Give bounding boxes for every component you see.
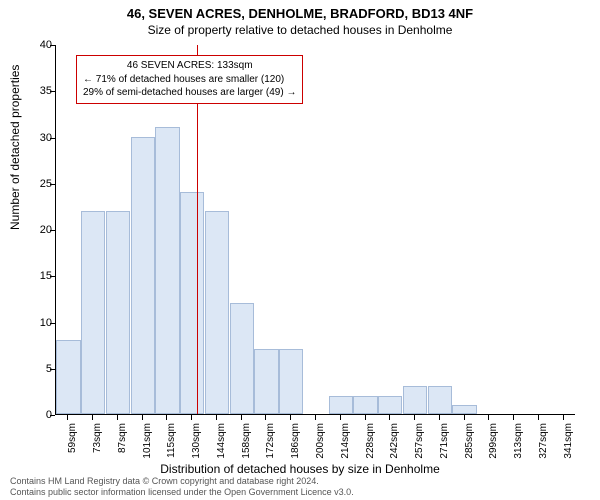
x-tick-mark [92,415,93,420]
x-tick-mark [464,415,465,420]
y-tick-mark [50,276,55,277]
y-tick-mark [50,369,55,370]
y-tick-mark [50,45,55,46]
y-tick-mark [50,91,55,92]
histogram-bar [353,396,377,415]
x-tick-mark [538,415,539,420]
y-tick-label: 0 [30,409,52,421]
x-tick-mark [563,415,564,420]
y-tick-label: 20 [30,224,52,236]
histogram-bar [205,211,229,415]
footer-line2: Contains public sector information licen… [10,487,354,498]
y-tick-label: 5 [30,363,52,375]
histogram-bar [279,349,303,414]
histogram-bar [180,192,204,414]
x-tick-mark [265,415,266,420]
x-tick-label: 115sqm [166,423,177,463]
x-tick-mark [290,415,291,420]
y-tick-mark [50,230,55,231]
x-tick-label: 341sqm [563,423,574,463]
y-axis-label: Number of detached properties [8,65,22,230]
x-tick-label: 158sqm [241,423,252,463]
x-tick-mark [414,415,415,420]
x-tick-label: 144sqm [216,423,227,463]
x-tick-label: 257sqm [414,423,425,463]
x-tick-label: 285sqm [464,423,475,463]
x-tick-mark [513,415,514,420]
x-tick-label: 101sqm [142,423,153,463]
x-tick-label: 313sqm [513,423,524,463]
y-tick-mark [50,184,55,185]
x-tick-label: 327sqm [538,423,549,463]
y-tick-label: 15 [30,270,52,282]
annotation-line2: ← 71% of detached houses are smaller (12… [83,73,296,87]
x-tick-label: 299sqm [488,423,499,463]
x-tick-label: 228sqm [365,423,376,463]
footer-line1: Contains HM Land Registry data © Crown c… [10,476,354,487]
x-tick-mark [191,415,192,420]
x-tick-label: 87sqm [117,423,128,463]
x-tick-mark [166,415,167,420]
histogram-bar [452,405,476,414]
x-tick-label: 130sqm [191,423,202,463]
histogram-bar [81,211,105,415]
y-tick-mark [50,138,55,139]
histogram-bar [106,211,130,415]
y-tick-mark [50,323,55,324]
x-tick-label: 186sqm [290,423,301,463]
histogram-bar [56,340,80,414]
histogram-bar [131,137,155,415]
y-tick-label: 30 [30,132,52,144]
plot-area: 46 SEVEN ACRES: 133sqm← 71% of detached … [55,45,575,415]
x-tick-label: 73sqm [92,423,103,463]
x-tick-mark [315,415,316,420]
histogram-bar [329,396,353,415]
annotation-line1: 46 SEVEN ACRES: 133sqm [83,59,296,73]
x-tick-mark [365,415,366,420]
histogram-bar [378,396,402,415]
footer-attribution: Contains HM Land Registry data © Crown c… [10,476,354,498]
page-subtitle: Size of property relative to detached ho… [0,21,600,37]
chart-container: 46 SEVEN ACRES: 133sqm← 71% of detached … [55,45,575,415]
x-axis-label: Distribution of detached houses by size … [0,462,600,476]
x-tick-label: 200sqm [315,423,326,463]
x-tick-label: 271sqm [439,423,450,463]
histogram-bar [254,349,278,414]
y-tick-label: 35 [30,85,52,97]
annotation-line3: 29% of semi-detached houses are larger (… [83,86,296,100]
x-tick-mark [439,415,440,420]
y-tick-label: 10 [30,317,52,329]
x-tick-mark [241,415,242,420]
histogram-bar [230,303,254,414]
x-tick-label: 172sqm [265,423,276,463]
x-tick-mark [488,415,489,420]
x-tick-label: 242sqm [389,423,400,463]
x-tick-mark [389,415,390,420]
x-tick-label: 59sqm [67,423,78,463]
y-tick-label: 40 [30,39,52,51]
y-tick-mark [50,415,55,416]
x-tick-mark [142,415,143,420]
histogram-bar [428,386,452,414]
x-tick-label: 214sqm [340,423,351,463]
page-title: 46, SEVEN ACRES, DENHOLME, BRADFORD, BD1… [0,0,600,21]
histogram-bar [155,127,179,414]
x-tick-mark [216,415,217,420]
histogram-bar [403,386,427,414]
annotation-box: 46 SEVEN ACRES: 133sqm← 71% of detached … [76,55,303,104]
x-tick-mark [340,415,341,420]
y-tick-label: 25 [30,178,52,190]
x-tick-mark [67,415,68,420]
x-tick-mark [117,415,118,420]
